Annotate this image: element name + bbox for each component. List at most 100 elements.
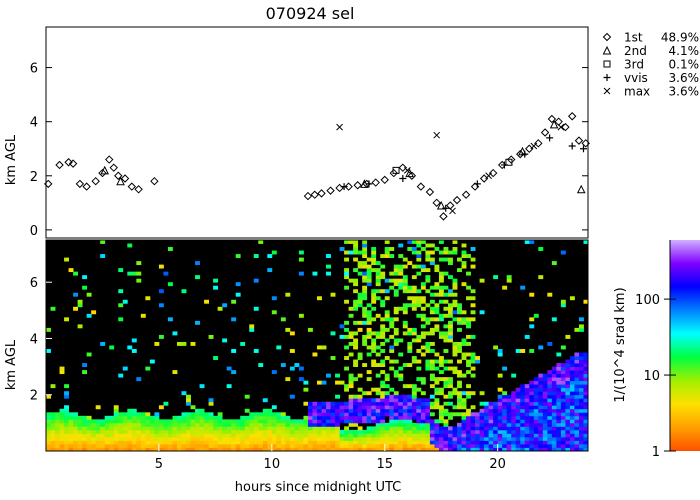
heatmap-cell [307, 405, 313, 410]
heatmap-cell [488, 440, 494, 445]
heatmap-cell [398, 419, 404, 424]
heatmap-cell [506, 429, 512, 434]
heatmap-cell [64, 391, 69, 396]
heatmap-cell [217, 429, 223, 434]
heatmap-cell [109, 345, 115, 350]
heatmap-cell [470, 426, 476, 431]
heatmap-cell [204, 436, 209, 441]
heatmap-cell [222, 419, 228, 424]
heatmap-cell [235, 436, 241, 441]
heatmap-cell [393, 415, 399, 420]
heatmap-cell [475, 429, 480, 434]
heatmap-cell [163, 429, 169, 434]
heatmap-cell [298, 257, 304, 262]
heatmap-cell [411, 384, 417, 389]
heatmap-cell [434, 327, 440, 332]
heatmap-cell [547, 436, 553, 441]
heatmap-cell [375, 268, 381, 273]
heatmap-cell [303, 401, 309, 406]
heatmap-cell [149, 426, 155, 431]
heatmap-cell [190, 426, 196, 431]
heatmap-cell [344, 443, 350, 448]
heatmap-cell [560, 401, 566, 406]
heatmap-cell [371, 268, 377, 273]
heatmap-cell [91, 429, 97, 434]
legend-label-2nd: 2nd [624, 44, 647, 58]
heatmap-cell [362, 275, 368, 280]
heatmap-cell [64, 317, 69, 322]
marker-1st-14 [150, 176, 159, 186]
heatmap-cell [578, 394, 584, 399]
marker-max-3 [449, 207, 456, 215]
heatmap-cell [326, 401, 331, 406]
marker-1st-37 [488, 168, 498, 178]
heatmap-cell [371, 443, 377, 448]
heatmap-cell [240, 341, 246, 346]
heatmap-cell [389, 422, 395, 427]
heatmap-cell [64, 443, 69, 448]
heatmap-cell [574, 359, 580, 364]
heatmap-cell [127, 345, 133, 350]
heatmap-cell [569, 398, 575, 403]
heatmap-cell [452, 433, 458, 438]
heatmap-cell [420, 436, 426, 441]
heatmap-cell [195, 447, 200, 452]
heatmap-cell [109, 440, 115, 445]
heatmap-cell [569, 405, 575, 410]
heatmap-cell [524, 447, 530, 452]
heatmap-cell [384, 310, 390, 315]
legend: 1st 48.9%2nd 4.1%3rd 0.1%vvis 3.6%max 3.6% [602, 31, 699, 99]
heatmap-cell [542, 436, 548, 441]
marker-1st-21 [353, 181, 362, 190]
heatmap-cell [497, 436, 503, 441]
heatmap-cell [321, 447, 327, 452]
heatmap-cell [64, 426, 69, 431]
heatmap-cell [276, 415, 282, 420]
heatmap-cell [199, 419, 205, 424]
heatmap-cell [330, 405, 336, 410]
heatmap-cell [538, 429, 544, 434]
heatmap-cell [515, 415, 521, 420]
heatmap-cell [407, 440, 413, 445]
heatmap-cell [344, 257, 350, 262]
heatmap-cell [461, 412, 467, 417]
heatmap-cell [574, 401, 580, 406]
heatmap-cell [447, 310, 453, 315]
marker-1st-13 [134, 185, 143, 194]
heatmap-cell [46, 436, 51, 441]
heatmap-cell [425, 447, 431, 452]
heatmap-cell [289, 447, 295, 452]
heatmap-cell [208, 433, 214, 438]
heatmap-cell [321, 429, 327, 434]
marker-1st-25 [389, 168, 398, 178]
heatmap-cell [466, 447, 471, 452]
heatmap-cell [357, 443, 363, 448]
heatmap-cell [443, 250, 449, 255]
heatmap-cell [344, 271, 350, 276]
heatmap-cell [95, 447, 101, 452]
marker-vvis-8 [568, 142, 576, 150]
heatmap-cell [145, 433, 151, 438]
heatmap-cell [384, 391, 390, 396]
heatmap-cell [533, 415, 539, 420]
heatmap-cell [556, 408, 562, 413]
heatmap-cell [186, 412, 191, 417]
heatmap-cell [529, 443, 535, 448]
heatmap-cell [438, 440, 444, 445]
heatmap-cell [429, 401, 435, 406]
heatmap-cell [461, 250, 467, 255]
heatmap-cell [420, 447, 426, 452]
heatmap-cell [362, 433, 368, 438]
heatmap-cell [484, 443, 490, 448]
heatmap-cell [235, 254, 241, 258]
heatmap-cell [190, 429, 196, 434]
heatmap-cell [294, 433, 300, 438]
heatmap-cell [136, 426, 142, 431]
heatmap-cell [371, 250, 377, 255]
heatmap-cell [479, 310, 485, 315]
heatmap-cell [158, 419, 164, 424]
heatmap-cell [384, 422, 390, 427]
heatmap-cell [384, 412, 390, 417]
heatmap-cell [569, 363, 575, 367]
heatmap-cell [547, 429, 553, 434]
